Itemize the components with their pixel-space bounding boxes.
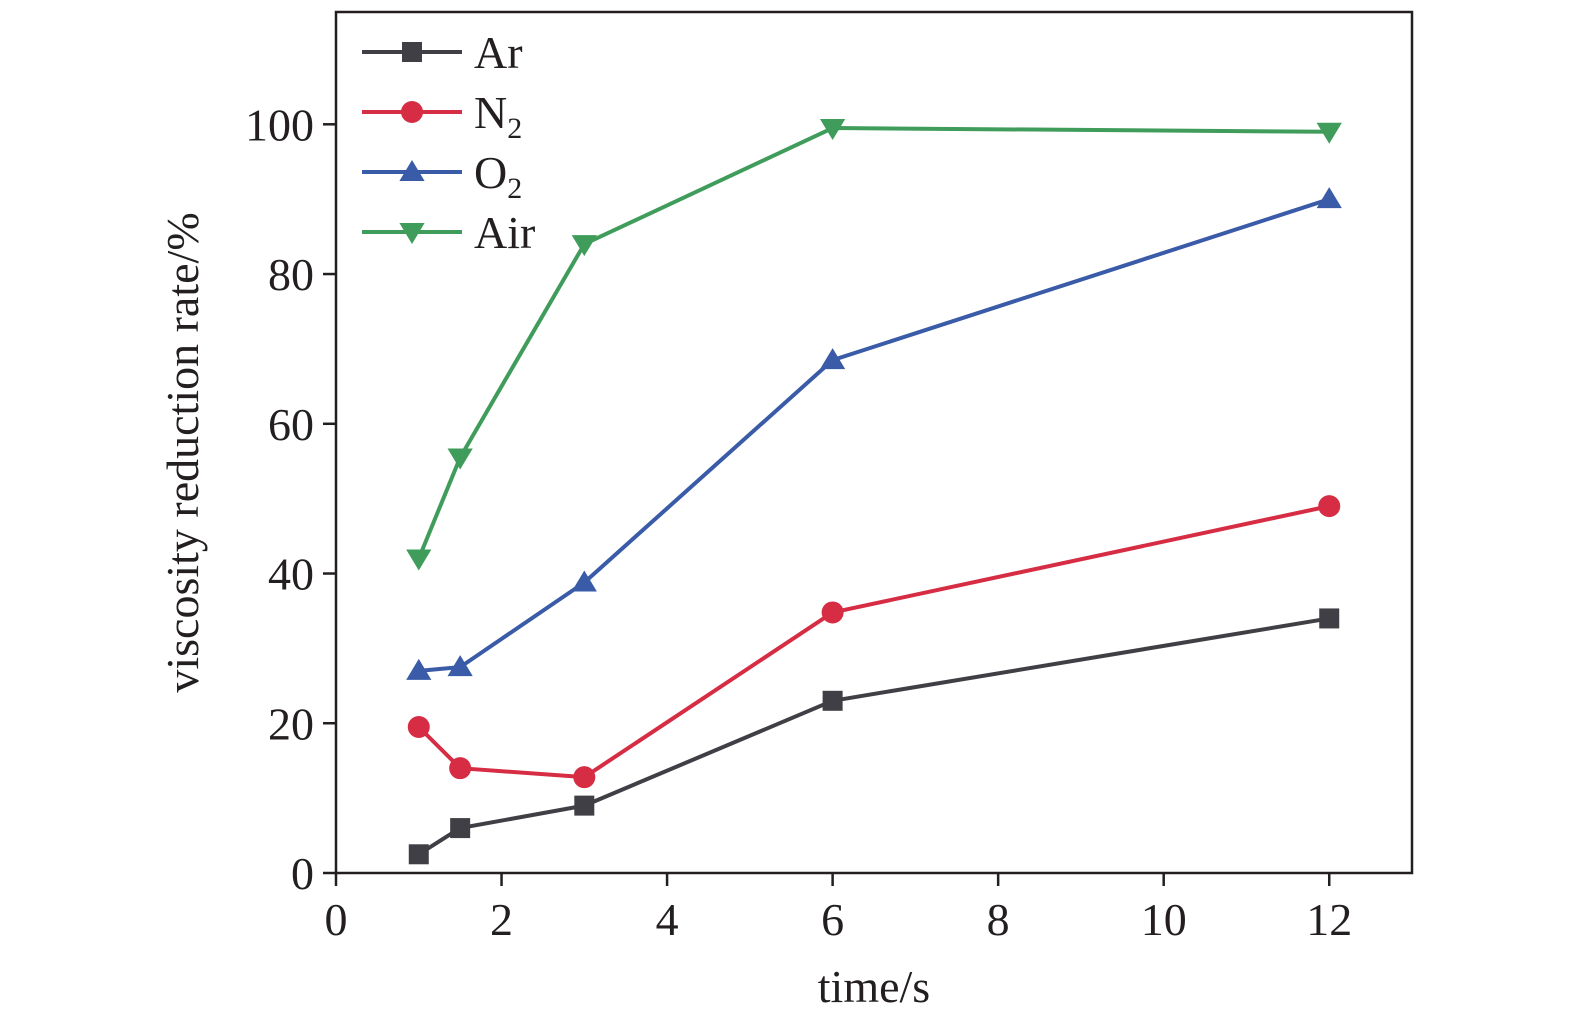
- legend-label-main: N: [474, 87, 507, 138]
- legend-marker: [401, 101, 423, 123]
- y-tick-label: 40: [268, 549, 314, 600]
- legend-marker: [399, 160, 425, 181]
- y-tick-label: 20: [268, 698, 314, 749]
- legend-item: Air: [362, 207, 535, 258]
- data-point: [1319, 608, 1340, 629]
- series-Ar: [408, 608, 1340, 865]
- series-N2: [407, 495, 1341, 789]
- axes: 0 2 4 6 8 10 12 0 20 40 60 80 100: [245, 10, 1414, 945]
- legend-marker: [399, 223, 425, 244]
- x-axis-title: time/s: [818, 961, 930, 1012]
- y-tick-label: 80: [268, 249, 314, 300]
- series-layer: [406, 119, 1342, 865]
- data-point: [821, 601, 844, 624]
- data-point: [450, 818, 471, 839]
- series-line: [418, 197, 1330, 673]
- data-point: [447, 655, 473, 677]
- data-point: [820, 348, 846, 370]
- data-point: [406, 658, 432, 680]
- x-tick-label: 6: [821, 894, 844, 945]
- legend-item: Ar: [362, 27, 523, 78]
- y-tick-label: 0: [291, 848, 314, 899]
- legend-label: Ar: [474, 27, 523, 78]
- x-tick-label: 4: [656, 894, 679, 945]
- legend-item: O2: [362, 147, 522, 205]
- legend-label-main: Ar: [474, 27, 523, 78]
- legend-label-main: O: [474, 147, 507, 198]
- series-O2: [406, 187, 1342, 680]
- data-point: [820, 119, 846, 141]
- legend-marker: [402, 42, 422, 62]
- data-point: [571, 570, 597, 592]
- legend-label: N2: [474, 87, 522, 145]
- series-line: [417, 616, 1330, 856]
- legend-label-subscript: 2: [507, 172, 522, 205]
- legend-label-main: Air: [474, 207, 535, 258]
- y-tick-label: 100: [245, 99, 314, 150]
- x-tick-label: 0: [325, 894, 348, 945]
- data-point: [406, 549, 432, 571]
- data-point: [449, 757, 472, 780]
- series-line: [416, 126, 1330, 560]
- data-point: [1316, 187, 1342, 209]
- legend-label-subscript: 2: [507, 112, 522, 145]
- legend-label: Air: [474, 207, 535, 258]
- legend-label: O2: [474, 147, 522, 205]
- data-point: [574, 795, 595, 816]
- plot-frame: [334, 10, 1414, 875]
- x-tick-label: 8: [987, 894, 1010, 945]
- y-axis-title: viscosity reduction rate/%: [157, 212, 208, 692]
- legend-item: N2: [362, 87, 522, 145]
- data-point: [407, 716, 430, 739]
- data-point: [571, 235, 597, 257]
- data-point: [1318, 495, 1341, 518]
- x-tick-label: 10: [1141, 894, 1187, 945]
- data-point: [573, 766, 596, 789]
- y-tick-label: 60: [268, 399, 314, 450]
- data-point: [447, 448, 473, 470]
- x-tick-label: 2: [490, 894, 513, 945]
- series-Air: [406, 119, 1342, 571]
- data-point: [1316, 122, 1342, 144]
- data-point: [408, 844, 429, 865]
- x-tick-label: 12: [1306, 894, 1352, 945]
- data-point: [822, 690, 843, 711]
